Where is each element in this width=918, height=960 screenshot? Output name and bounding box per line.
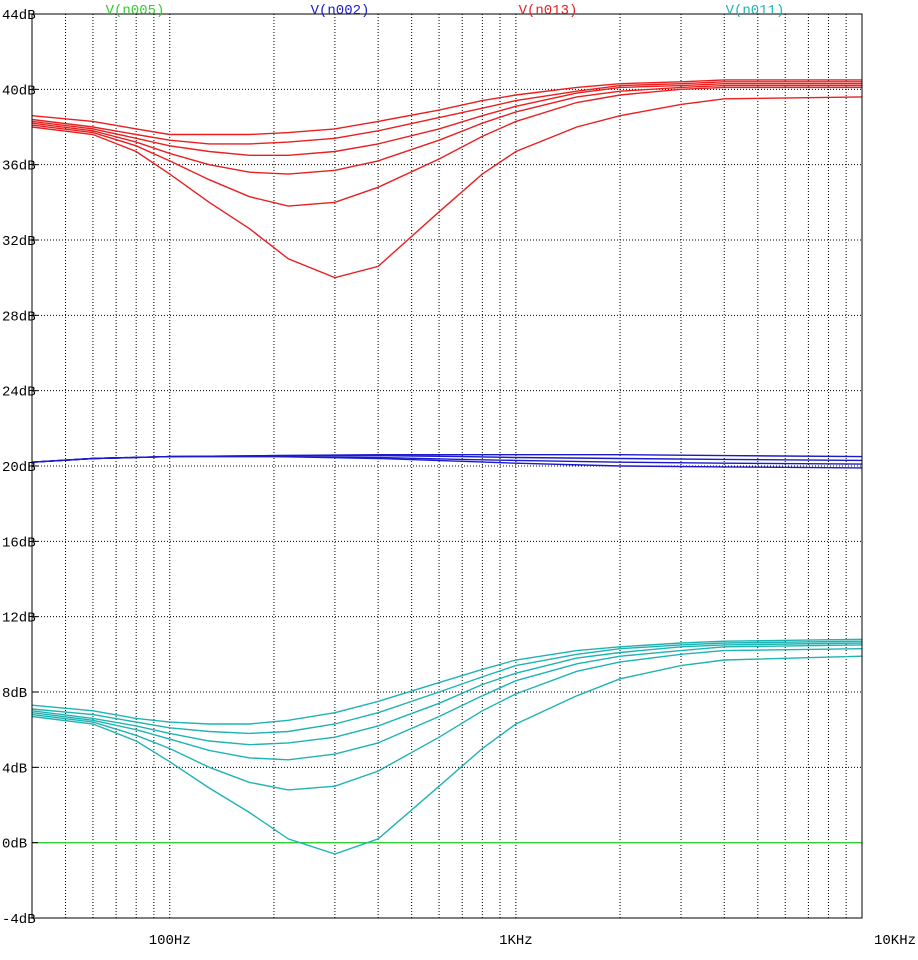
y-tick-label: 40dB — [2, 83, 36, 99]
y-tick-label: 44dB — [2, 8, 36, 24]
legend-item: V(n013) — [519, 3, 578, 19]
x-tick-label: 100Hz — [149, 933, 191, 949]
series-layer — [31, 79, 863, 855]
y-tick-label: 4dB — [2, 761, 27, 777]
series-line-vn013 — [31, 84, 862, 175]
legend-item: V(n002) — [311, 3, 370, 19]
legend-item: V(n005) — [106, 3, 165, 19]
y-tick-label: 20dB — [2, 460, 36, 476]
x-axis-ticks: 100Hz 1KHz 10KHz — [149, 933, 916, 949]
series-line-vn011 — [31, 655, 863, 855]
y-tick-label: 32dB — [2, 234, 36, 250]
y-tick-label: 8dB — [2, 686, 27, 702]
series-line-vn013 — [31, 81, 862, 145]
y-tick-label: 24dB — [2, 385, 36, 401]
series-line-vn011 — [31, 644, 863, 761]
series-line-vn013 — [31, 82, 862, 157]
series-line-vn013 — [31, 79, 862, 136]
series-line-vn011 — [31, 642, 863, 746]
x-tick-label: 10KHz — [874, 933, 916, 949]
y-axis-ticks: 44dB 40dB 36dB 32dB 28dB 24dB 20dB 16dB 12dB 8dB 4… — [2, 8, 38, 928]
series-line-vn002 — [31, 455, 863, 469]
y-tick-label: 36dB — [2, 159, 36, 175]
x-tick-label: 1KHz — [499, 933, 533, 949]
legend: V(n005) V(n002) V(n013) V(n011) — [106, 3, 785, 19]
y-tick-label: 12dB — [2, 611, 36, 627]
series-line-vn011 — [31, 640, 863, 735]
series-line-vn013 — [31, 86, 862, 207]
series-line-vn011 — [31, 648, 863, 791]
series-line-vn011 — [31, 638, 863, 725]
y-tick-label: 16dB — [2, 535, 36, 551]
y-tick-label: 28dB — [2, 309, 36, 325]
y-tick-label: 0dB — [2, 837, 27, 853]
legend-item: V(n011) — [726, 3, 785, 19]
y-tick-label: -4dB — [2, 912, 36, 928]
series-line-vn013 — [31, 96, 863, 279]
